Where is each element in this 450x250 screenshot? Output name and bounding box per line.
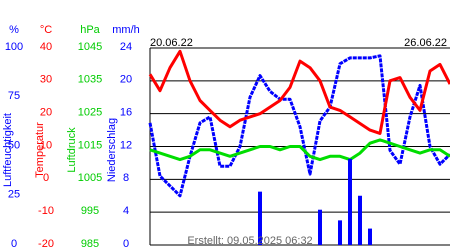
- y-tick-label: 0: [43, 172, 49, 184]
- y-tick-label: 30: [40, 74, 52, 86]
- y-tick-label: 0: [11, 238, 17, 250]
- date-label: 20.06.22: [150, 37, 193, 49]
- y-tick-label: 20: [40, 107, 52, 119]
- date-label: 26.06.22: [404, 37, 447, 49]
- y-tick-label: 40: [40, 41, 52, 53]
- series-line: [149, 138, 450, 162]
- y-tick-label: 1035: [78, 74, 102, 86]
- y-tick-label: 100: [5, 41, 23, 53]
- y-tick-label: 995: [81, 205, 99, 217]
- y-tick-label: -10: [38, 205, 54, 217]
- y-tick-label: 4: [123, 205, 129, 217]
- y-tick-label: 12: [120, 139, 132, 151]
- axis-unit: %: [9, 24, 19, 36]
- y-tick-label: 1025: [78, 107, 102, 119]
- precip-bar: [368, 228, 372, 245]
- precip-bar: [258, 191, 262, 245]
- y-tick-label: -20: [38, 238, 54, 250]
- series-line: [148, 54, 450, 198]
- axis-unit: °C: [40, 24, 52, 36]
- y-tick-label: 8: [123, 172, 129, 184]
- y-tick-label: 10: [40, 139, 52, 151]
- axis-label: Luftdruck: [66, 127, 78, 173]
- precip-bar: [318, 209, 322, 245]
- y-tick-label: 75: [8, 90, 20, 102]
- axis-label: Niederschlag: [106, 118, 118, 182]
- precip-bar: [338, 220, 342, 245]
- precip-bar: [358, 195, 362, 245]
- axis-label: Luftfeuchtigkeit: [2, 113, 14, 187]
- y-tick-label: 985: [81, 238, 99, 250]
- y-tick-label: 1015: [78, 139, 102, 151]
- series-line: [148, 49, 450, 135]
- y-tick-label: 0: [123, 238, 129, 250]
- y-tick-label: 1045: [78, 41, 102, 53]
- axis-unit: hPa: [80, 24, 100, 36]
- precip-bar: [348, 158, 352, 245]
- axis-unit: mm/h: [112, 24, 140, 36]
- y-tick-label: 1005: [78, 172, 102, 184]
- footer-note: Erstellt: 09.05.2025 06:32: [187, 235, 312, 247]
- y-tick-label: 16: [120, 107, 132, 119]
- y-tick-label: 24: [120, 41, 132, 53]
- y-tick-label: 50: [8, 139, 20, 151]
- y-tick-label: 20: [120, 74, 132, 86]
- axis-label: Temperatur: [34, 122, 46, 178]
- y-tick-label: 25: [8, 189, 20, 201]
